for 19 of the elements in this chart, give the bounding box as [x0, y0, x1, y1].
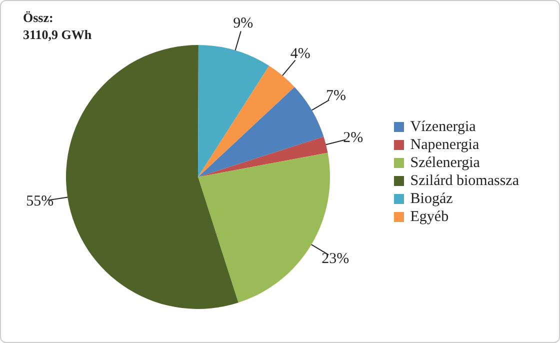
data-label: 4%	[290, 46, 310, 62]
pie-slice	[198, 136, 328, 177]
pie-slice	[198, 66, 295, 177]
legend-label: Szilárd biomassza	[410, 172, 519, 190]
pie-slice	[198, 45, 270, 177]
legend-label: Biogáz	[410, 190, 453, 208]
chart-title: Össz:	[23, 9, 54, 26]
legend-label: Napenergia	[410, 136, 480, 154]
data-label: 7%	[326, 88, 346, 104]
legend-label: Egyéb	[410, 208, 449, 226]
text: 3110,9 GWh	[23, 26, 92, 43]
data-label: 2%	[343, 130, 364, 146]
pie-slice	[198, 86, 324, 177]
legend-label: Vízenergia	[410, 118, 476, 136]
data-label: 23%	[322, 250, 350, 267]
data-label: 55%	[26, 193, 54, 210]
pie-slice	[66, 45, 238, 309]
legend-label: Szélenergia	[410, 154, 480, 172]
data-label: 9%	[233, 16, 254, 32]
